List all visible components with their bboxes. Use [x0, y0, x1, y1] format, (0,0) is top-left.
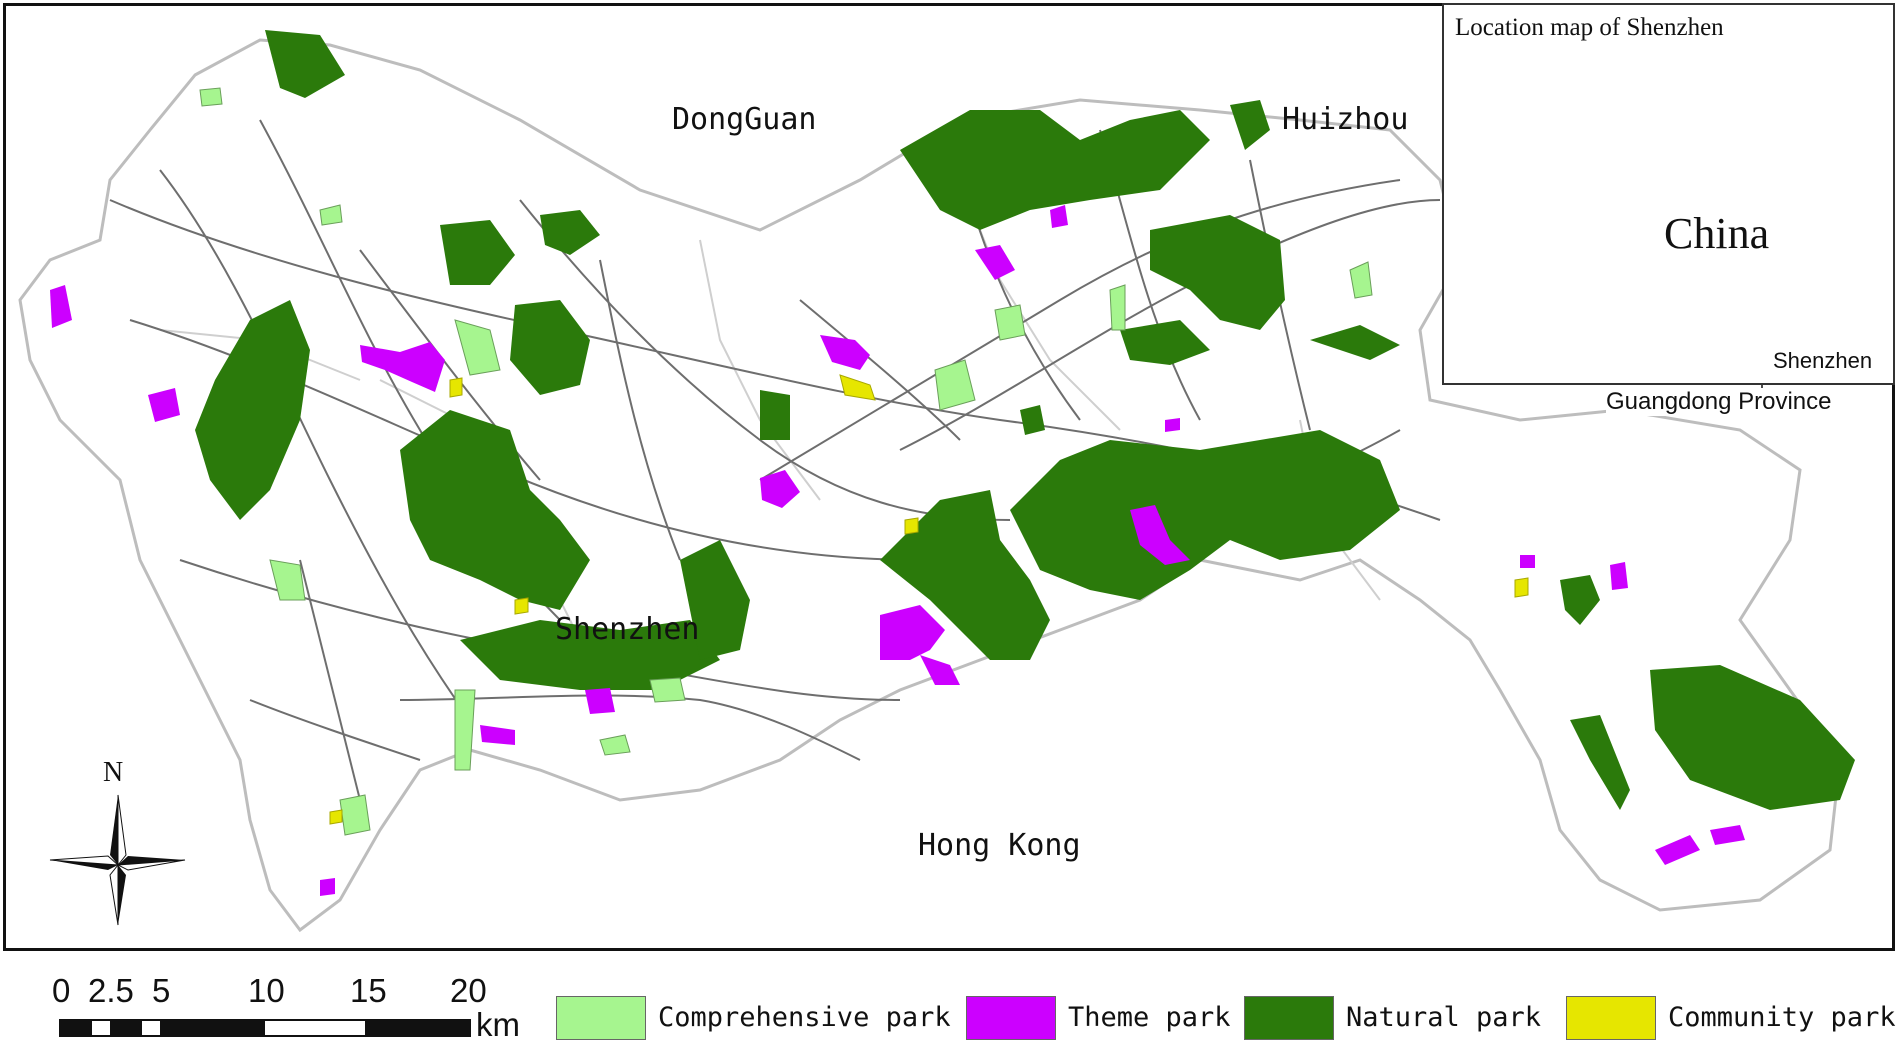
scale-tick: 0 [52, 972, 71, 1009]
natural-park [265, 30, 345, 98]
legend-label: Theme park [1068, 1002, 1231, 1033]
theme-park [1130, 505, 1190, 565]
inset-city-label: Shenzhen [1773, 348, 1873, 373]
natural-park [510, 300, 590, 395]
comprehensive-park [994, 304, 1026, 341]
natural-park [680, 540, 750, 660]
theme-park [1710, 825, 1745, 845]
scale-tick: 10 [248, 972, 285, 1009]
north-label: N [103, 757, 124, 788]
comprehensive-park [454, 689, 476, 771]
label-huizhou: Huizhou [1282, 102, 1409, 137]
label-dongguan: DongGuan [672, 102, 817, 137]
legend-swatch [1566, 996, 1656, 1040]
scale-unit: km [476, 1006, 520, 1043]
scale-bar [59, 1019, 471, 1037]
theme-park [50, 285, 72, 328]
theme-park [480, 725, 515, 745]
theme-park [585, 688, 615, 714]
comprehensive-park [649, 677, 686, 703]
theme-park [360, 342, 445, 392]
theme-park [1050, 205, 1068, 228]
natural-park [1230, 100, 1270, 150]
community-park [449, 377, 463, 398]
natural-park [1020, 405, 1045, 435]
legend-label: Natural park [1346, 1002, 1542, 1033]
natural-park [540, 210, 600, 255]
scale-tick: 15 [350, 972, 387, 1009]
natural-park [880, 490, 1050, 660]
community-park [904, 517, 919, 535]
theme-park [1655, 835, 1700, 865]
comprehensive-park [599, 734, 631, 756]
natural-park [195, 300, 310, 520]
north-arrow [49, 794, 186, 926]
natural-park [1120, 320, 1210, 365]
natural-park [440, 220, 515, 285]
community-parks [329, 374, 1529, 825]
comprehensive-park [454, 319, 501, 376]
theme-park [1165, 418, 1180, 432]
comprehensive-park [269, 559, 306, 601]
natural-park [1150, 215, 1285, 330]
natural-park [1310, 325, 1400, 360]
natural-parks [195, 30, 1855, 810]
community-park [839, 374, 876, 401]
scale-tick: 5 [152, 972, 171, 1009]
comprehensive-park [339, 794, 371, 836]
inset-country-label: China [1664, 209, 1770, 258]
scale-tick: 2.5 [88, 972, 134, 1009]
natural-park [1570, 715, 1630, 810]
theme-park [760, 470, 800, 508]
legend-swatch [556, 996, 646, 1040]
natural-park [400, 410, 590, 610]
community-park [1514, 577, 1529, 598]
comprehensive-park [199, 87, 223, 107]
natural-park [1560, 575, 1600, 625]
legend-label: Community park [1668, 1002, 1896, 1033]
label-shenzhen: Shenzhen [555, 612, 700, 647]
natural-park [460, 620, 720, 690]
natural-park [1010, 430, 1400, 600]
comprehensive-park [1349, 261, 1373, 299]
scale-tick: 20 [450, 972, 487, 1009]
natural-park [1650, 665, 1855, 810]
theme-park [820, 335, 870, 370]
natural-park [760, 390, 790, 440]
legend-swatch [966, 996, 1056, 1040]
theme-park [920, 655, 960, 685]
comprehensive-parks [199, 87, 1373, 836]
comprehensive-park [1109, 284, 1126, 331]
inset-frame [1442, 3, 1895, 385]
theme-park [880, 605, 945, 660]
community-park [514, 597, 529, 615]
inset-province-label: Guangdong Province [1606, 388, 1832, 416]
comprehensive-park [934, 359, 976, 411]
theme-park [320, 878, 335, 896]
theme-parks [50, 205, 1745, 896]
community-park [329, 809, 343, 825]
inset-title: Location map of Shenzhen [1455, 14, 1724, 41]
natural-park [900, 110, 1210, 230]
label-hong-kong: Hong Kong [918, 828, 1081, 863]
theme-park [148, 388, 180, 422]
legend-swatch [1244, 996, 1334, 1040]
theme-park [1520, 555, 1535, 568]
theme-park [1610, 562, 1628, 590]
comprehensive-park [319, 204, 343, 226]
theme-park [975, 245, 1015, 280]
legend-label: Comprehensive park [658, 1002, 951, 1033]
